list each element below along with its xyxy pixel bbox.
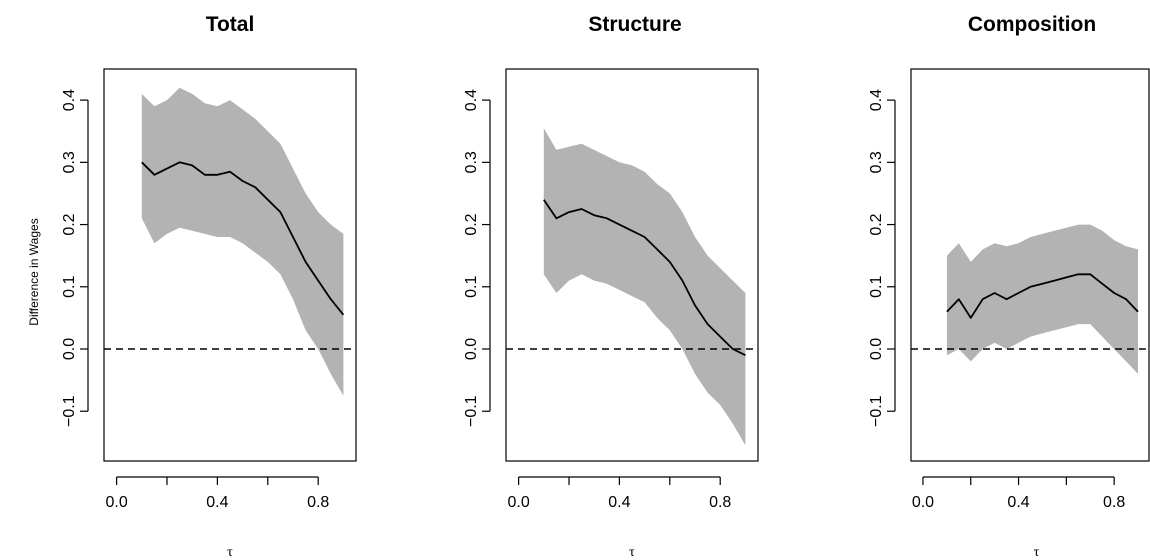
y-tick-label: −0.1 [463,395,480,427]
y-tick-label: 0.1 [868,276,885,298]
plot-frame [505,68,759,462]
x-axis-label: τ [1034,545,1040,560]
y-tick-label: 0.2 [868,213,885,235]
x-tick-label: 0.8 [709,494,731,511]
y-tick-label: 0.1 [463,276,480,298]
plot-frame [103,68,357,462]
plot-frame [910,68,1150,462]
panel-total: Total −0.1 0.0 0.1 0.2 0.3 0.4 0.0 0.4 0.8 τ [61,13,357,560]
y-tick-label: −0.1 [868,395,885,427]
x-tick-label: 0.8 [1103,494,1125,511]
x-tick-label: 0.0 [912,494,934,511]
x-axis-label: τ [629,545,635,560]
y-tick-label: 0.0 [868,338,885,360]
panel-structure: Structure −0.1 0.0 0.1 0.2 0.3 0.4 0.0 0.4 0.8 τ [463,13,759,560]
x-tick-label: 0.0 [105,494,127,511]
x-tick-label: 0.4 [206,494,228,511]
y-tick-label: 0.4 [463,89,480,111]
y-tick-label: 0.3 [463,151,480,173]
x-tick-label: 0.4 [1007,494,1029,511]
estimate-line [946,273,1139,319]
panel-title: Composition [968,13,1096,36]
panel-composition: Composition −0.1 0.0 0.1 0.2 0.3 0.4 0.0 0.4 0.8… [868,13,1150,560]
y-tick-label: 0.2 [61,213,78,235]
y-tick-label: 0.0 [61,338,78,360]
x-axis-label: τ [227,545,233,560]
estimate-line [141,161,345,316]
y-tick-label: 0.4 [61,89,78,111]
confidence-band [946,224,1138,374]
y-tick-label: 0.4 [868,89,885,111]
y-tick-label: 0.3 [868,151,885,173]
estimate-line [543,199,746,357]
y-tick-label: 0.2 [463,213,480,235]
panel-title: Structure [588,13,681,36]
panel-title: Total [206,13,255,36]
y-tick-label: −0.1 [61,395,78,427]
y-axis-label: Difference in Wages [27,218,41,325]
x-tick-label: 0.8 [307,494,329,511]
x-tick-label: 0.0 [507,494,529,511]
y-tick-label: 0.0 [463,338,480,360]
x-tick-label: 0.4 [608,494,630,511]
confidence-band [543,128,746,446]
y-tick-label: 0.1 [61,276,78,298]
y-tick-label: 0.3 [61,151,78,173]
